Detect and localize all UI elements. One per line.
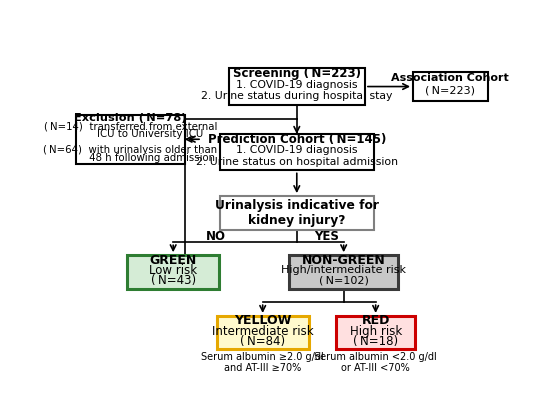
Text: ( N=18): ( N=18) bbox=[353, 335, 398, 348]
Text: ( N=84): ( N=84) bbox=[240, 335, 285, 348]
FancyBboxPatch shape bbox=[217, 316, 309, 349]
Text: ( N=43): ( N=43) bbox=[151, 274, 196, 287]
Text: Prediction Cohort ( N=145): Prediction Cohort ( N=145) bbox=[207, 133, 386, 146]
Text: 2. Urine status on hospital admission: 2. Urine status on hospital admission bbox=[196, 156, 398, 166]
Text: High/intermediate risk: High/intermediate risk bbox=[281, 265, 406, 276]
FancyBboxPatch shape bbox=[289, 255, 398, 289]
Text: 1. COVID-19 diagnosis: 1. COVID-19 diagnosis bbox=[236, 80, 358, 90]
Text: ( N=223): ( N=223) bbox=[425, 86, 475, 96]
Text: 2. Urine status during hospital stay: 2. Urine status during hospital stay bbox=[201, 91, 393, 101]
FancyBboxPatch shape bbox=[229, 68, 365, 105]
Text: ( N=64)  with urinalysis older than: ( N=64) with urinalysis older than bbox=[43, 145, 218, 155]
Text: High risk: High risk bbox=[350, 325, 402, 337]
Text: 48 h following admission: 48 h following admission bbox=[47, 153, 214, 163]
Text: Intermediate risk: Intermediate risk bbox=[212, 325, 314, 337]
Text: Urinalysis indicative for
kidney injury?: Urinalysis indicative for kidney injury? bbox=[215, 199, 379, 227]
Text: NON-GREEN: NON-GREEN bbox=[302, 254, 386, 267]
FancyBboxPatch shape bbox=[413, 72, 487, 101]
FancyBboxPatch shape bbox=[128, 255, 219, 289]
Text: YELLOW: YELLOW bbox=[234, 315, 292, 327]
FancyBboxPatch shape bbox=[220, 134, 373, 171]
FancyBboxPatch shape bbox=[76, 115, 185, 164]
Text: ICU to University ICU: ICU to University ICU bbox=[58, 129, 203, 139]
Text: ( N=102): ( N=102) bbox=[319, 276, 369, 286]
Text: Low risk: Low risk bbox=[149, 264, 197, 277]
Text: Serum albumin ≥2.0 g/dl
and AT-III ≥70%: Serum albumin ≥2.0 g/dl and AT-III ≥70% bbox=[201, 352, 324, 374]
Text: Exclusion ( N=78): Exclusion ( N=78) bbox=[74, 113, 187, 123]
FancyBboxPatch shape bbox=[220, 196, 373, 229]
Text: Screening ( N=223): Screening ( N=223) bbox=[233, 67, 361, 80]
Text: Association Cohort: Association Cohort bbox=[392, 73, 509, 83]
FancyBboxPatch shape bbox=[336, 316, 415, 349]
Text: 1. COVID-19 diagnosis: 1. COVID-19 diagnosis bbox=[236, 145, 358, 155]
Text: ( N=14)  transferred from external: ( N=14) transferred from external bbox=[44, 121, 217, 131]
Text: Serum albumin <2.0 g/dl
or AT-III <70%: Serum albumin <2.0 g/dl or AT-III <70% bbox=[314, 352, 437, 374]
Text: RED: RED bbox=[361, 315, 390, 327]
Text: NO: NO bbox=[206, 230, 226, 243]
Text: YES: YES bbox=[314, 230, 339, 243]
Text: GREEN: GREEN bbox=[150, 254, 197, 267]
